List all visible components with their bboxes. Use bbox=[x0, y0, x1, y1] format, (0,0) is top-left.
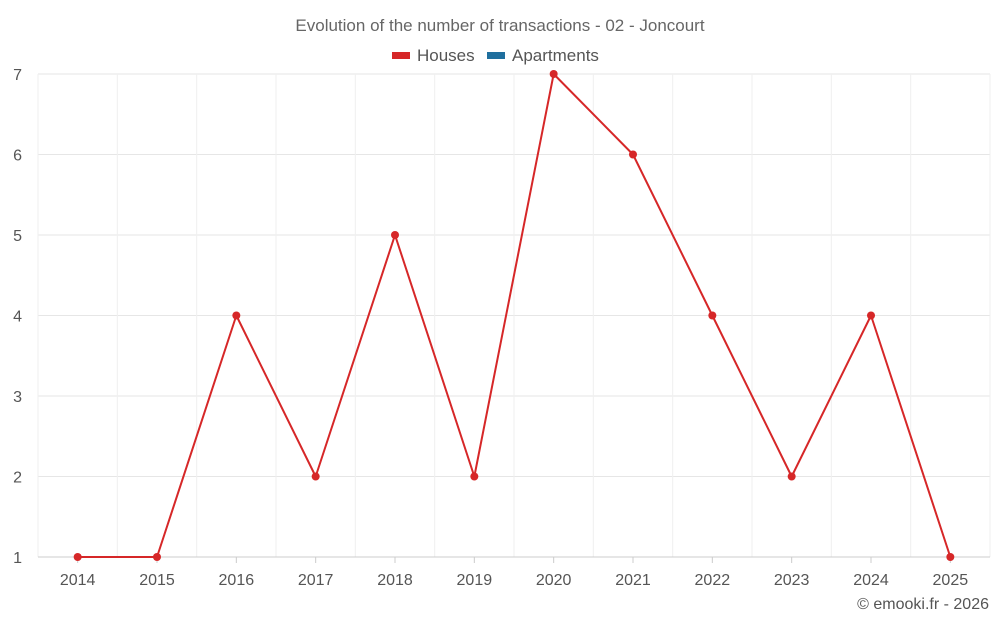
x-tick-label-2023: 2023 bbox=[774, 572, 810, 589]
credit: © emooki.fr - 2026 bbox=[857, 596, 989, 613]
legend-label-houses[interactable]: Houses bbox=[417, 46, 475, 65]
data-point-houses-2019[interactable] bbox=[470, 472, 479, 481]
x-tick-label-2015: 2015 bbox=[139, 572, 175, 589]
x-tick-label-2020: 2020 bbox=[536, 572, 572, 589]
series-line-houses bbox=[77, 73, 952, 558]
legend-swatch-houses bbox=[392, 52, 410, 59]
data-point-houses-2020[interactable] bbox=[549, 70, 558, 78]
x-tick-label-2024: 2024 bbox=[853, 572, 889, 589]
x-tick-label-2017: 2017 bbox=[298, 572, 334, 589]
x-tick-label-2019: 2019 bbox=[457, 572, 493, 589]
x-tick-label-2016: 2016 bbox=[219, 572, 255, 589]
x-tick-label-2022: 2022 bbox=[695, 572, 731, 589]
x-tick-label-2021: 2021 bbox=[615, 572, 651, 589]
axes: 1 2 3 4 5 6 7 2014 2015 2016 2017 2018 2019 2020 2021 2… bbox=[13, 67, 990, 589]
y-tick-label-7: 7 bbox=[13, 67, 22, 84]
y-tick-label-4: 4 bbox=[13, 309, 22, 326]
data-point-houses-2017[interactable] bbox=[311, 472, 320, 481]
data-point-houses-2025[interactable] bbox=[946, 553, 955, 561]
legend-swatch-apartments bbox=[487, 52, 505, 59]
data-point-houses-2018[interactable] bbox=[391, 231, 399, 239]
y-tick-label-3: 3 bbox=[13, 389, 22, 406]
data-point-houses-2022[interactable] bbox=[708, 311, 717, 320]
legend-label-apartments[interactable]: Apartments bbox=[512, 46, 599, 65]
series-houses bbox=[73, 70, 955, 561]
grid bbox=[37, 73, 991, 558]
x-tick-label-2018: 2018 bbox=[377, 572, 413, 589]
x-tick-label-2014: 2014 bbox=[60, 572, 96, 589]
chart-title: Evolution of the number of transactions … bbox=[295, 16, 704, 35]
legend: Houses Apartments bbox=[392, 46, 599, 65]
data-point-houses-2023[interactable] bbox=[787, 472, 796, 481]
y-tick-label-5: 5 bbox=[13, 228, 22, 245]
y-tick-label-2: 2 bbox=[13, 470, 22, 487]
y-tick-label-6: 6 bbox=[13, 148, 22, 165]
y-tick-label-1: 1 bbox=[13, 550, 22, 567]
data-point-houses-2015[interactable] bbox=[153, 553, 161, 561]
data-point-houses-2016[interactable] bbox=[232, 311, 241, 320]
data-point-houses-2021[interactable] bbox=[629, 150, 637, 159]
data-point-houses-2014[interactable] bbox=[73, 553, 82, 561]
data-point-houses-2024[interactable] bbox=[867, 311, 875, 320]
x-tick-label-2025: 2025 bbox=[933, 572, 969, 589]
